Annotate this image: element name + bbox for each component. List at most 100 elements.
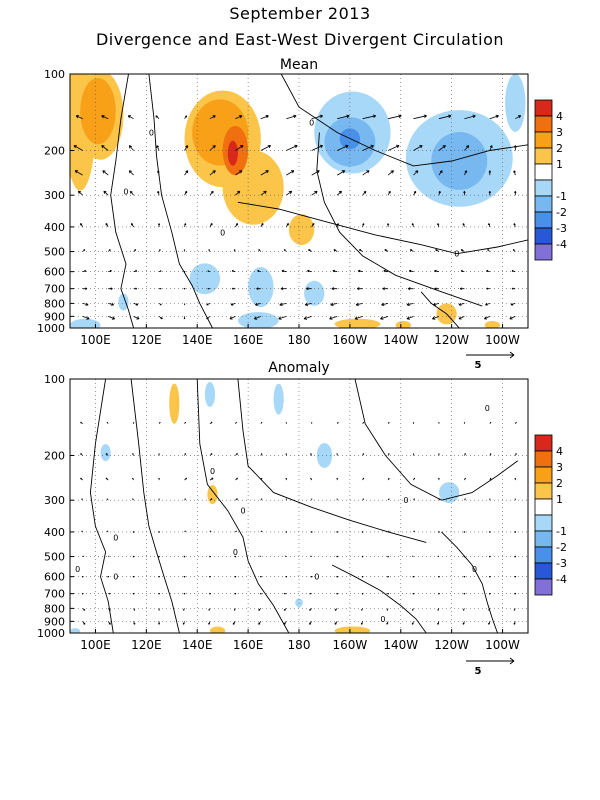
vector-arrow	[489, 114, 499, 120]
vector-arrow	[309, 592, 312, 595]
vector-arrow	[158, 316, 163, 320]
vector-arrow	[229, 316, 236, 320]
colorbar-label: 3	[556, 461, 563, 474]
vector-arrow	[77, 190, 83, 196]
vector-arrow	[412, 592, 415, 595]
vector-arrow	[540, 633, 541, 635]
vector-arrow	[82, 621, 86, 625]
vector-arrow	[108, 287, 113, 290]
vector-arrow	[362, 223, 365, 228]
vector-arrow	[458, 316, 465, 320]
vector-arrow	[413, 170, 419, 176]
contour-label: 0	[472, 565, 477, 574]
vector-arrow	[413, 498, 415, 501]
x-tick-label: 180	[288, 638, 311, 652]
vector-arrow	[80, 477, 83, 481]
shade-o1	[334, 626, 371, 633]
vector-arrow	[438, 145, 446, 151]
vector-arrow	[336, 498, 338, 501]
vector-arrow	[438, 477, 440, 481]
vector-arrow	[183, 608, 185, 611]
vector-arrow	[513, 223, 516, 228]
vector-arrow	[260, 453, 263, 456]
shade-b1	[304, 280, 325, 306]
x-tick-label: 140W	[383, 638, 418, 652]
vector-arrow	[412, 575, 415, 578]
vector-arrow	[73, 145, 83, 151]
vector-arrow	[132, 555, 135, 558]
vector-arrow	[438, 190, 441, 196]
vector-arrow	[330, 302, 338, 307]
shade-b1	[237, 312, 279, 328]
vector-arrow	[281, 269, 287, 273]
vector-arrow	[133, 303, 139, 306]
vector-arrow	[184, 145, 189, 151]
vector-arrow	[463, 191, 466, 196]
vector-arrow	[308, 249, 312, 252]
vector-arrow	[386, 608, 389, 611]
contour-label: 0	[314, 573, 319, 582]
vector-arrow	[231, 269, 236, 273]
vector-arrow	[233, 249, 236, 252]
vector-arrow	[333, 249, 338, 252]
vector-arrow	[105, 453, 109, 456]
vector-arrow	[183, 575, 186, 578]
vector-arrow	[337, 144, 349, 151]
y-tick-label: 1000	[37, 322, 65, 335]
vector-arrow	[310, 477, 313, 481]
vector-arrow	[336, 555, 338, 558]
vector-arrow	[128, 145, 134, 151]
vector-arrow	[337, 114, 350, 120]
vector-arrow	[81, 575, 84, 578]
vector-arrow	[235, 453, 238, 456]
contour-line	[130, 379, 180, 633]
y-tick-label: 800	[44, 602, 65, 615]
vector-arrow	[128, 170, 134, 176]
vector-arrow	[331, 287, 338, 291]
shade-b2	[431, 132, 488, 190]
x-tick-label: 100W	[485, 333, 520, 347]
vector-arrow	[232, 621, 236, 625]
vector-arrow	[362, 144, 374, 151]
vector-arrow	[387, 144, 400, 151]
vector-arrow	[485, 303, 490, 306]
vector-arrow	[512, 249, 516, 252]
shade-b1	[316, 442, 333, 468]
vector-arrow	[235, 498, 238, 501]
vector-arrow	[278, 316, 287, 320]
vector-arrow	[81, 498, 84, 501]
x-tick-label: 160E	[233, 638, 264, 652]
x-tick-label: 100E	[80, 333, 111, 347]
vector-arrow	[536, 328, 540, 331]
shade-o2	[80, 78, 116, 145]
vector-arrow	[539, 271, 541, 272]
vector-arrow	[541, 422, 542, 424]
vector-arrow	[108, 316, 116, 320]
vector-arrow	[106, 530, 109, 533]
colorbar-label: 2	[556, 142, 563, 155]
vector-arrow	[412, 608, 414, 611]
shade-b1	[204, 381, 216, 407]
contour-label: 0	[309, 118, 314, 127]
contour-line	[148, 74, 213, 328]
vector-arrow	[438, 531, 440, 533]
vector-arrow	[208, 608, 211, 611]
shade-b1	[273, 383, 284, 415]
vector-arrow	[158, 531, 160, 533]
vector-arrow	[386, 223, 390, 227]
vector-arrow	[108, 555, 110, 557]
vector-arrow	[206, 316, 211, 320]
vector-arrow	[386, 621, 389, 625]
vector-arrow	[362, 421, 365, 424]
vector-arrow	[336, 190, 342, 196]
vector-arrow	[257, 269, 261, 273]
y-tick-label: 400	[44, 221, 65, 234]
vector-arrow	[460, 269, 465, 273]
colorbar-label: -3	[556, 557, 567, 570]
vector-arrow	[306, 287, 312, 291]
vector-arrow	[279, 302, 287, 307]
shade-b1	[100, 444, 111, 462]
panel-title: Mean	[280, 57, 318, 73]
y-tick-label: 800	[44, 297, 65, 310]
y-tick-label: 1000	[37, 627, 65, 640]
